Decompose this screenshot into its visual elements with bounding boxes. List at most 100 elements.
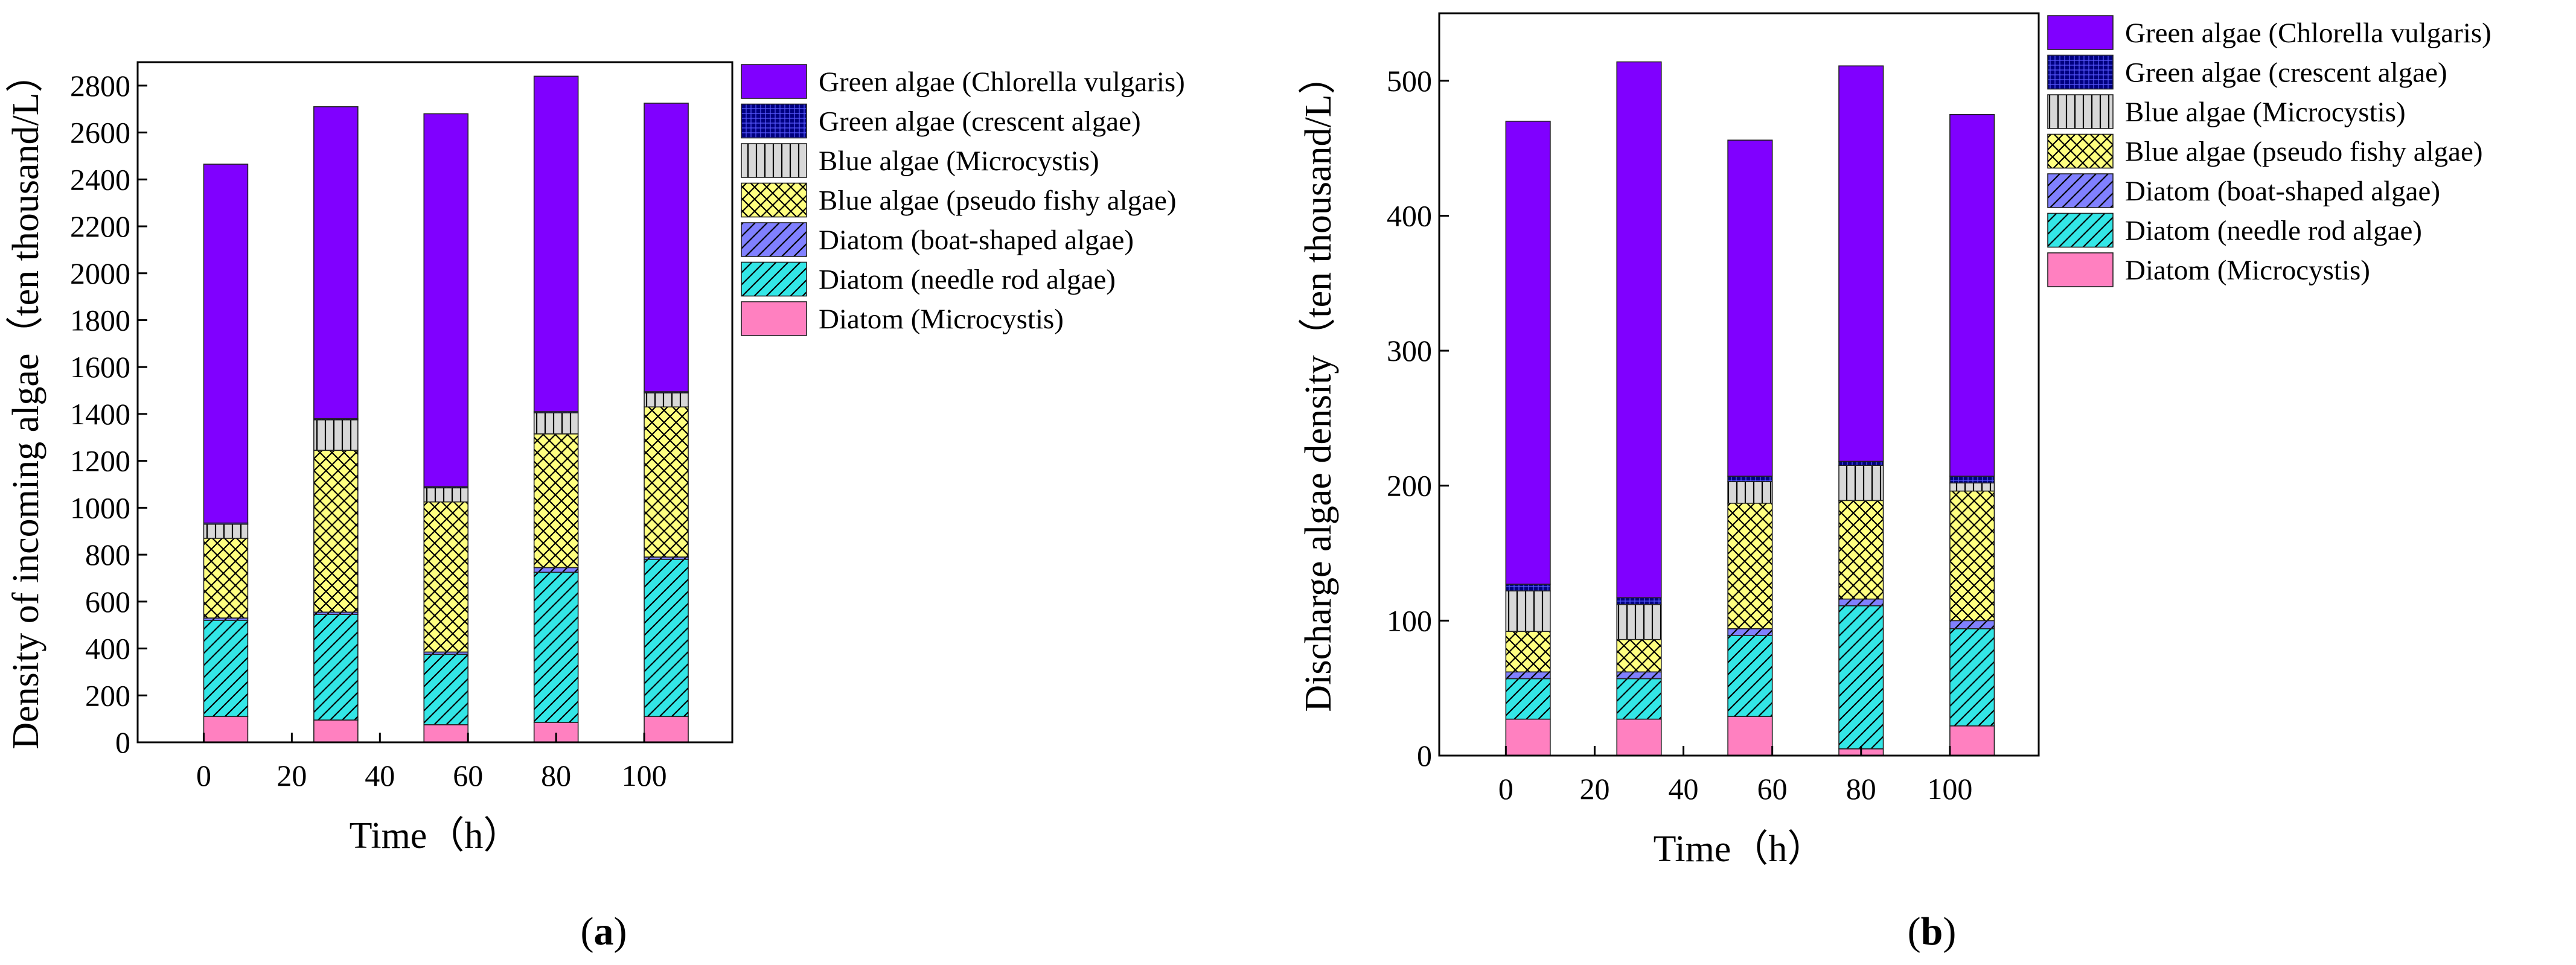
bar-segment-1-2-3: [1727, 502, 1773, 629]
legend-swatch: [741, 182, 807, 218]
bar-segment-1-3-3: [1838, 500, 1884, 600]
legend-swatch: [2047, 15, 2114, 50]
bar-segment-0-0-1: [203, 620, 249, 718]
bar-segment-0-4-0: [644, 716, 689, 743]
bar-segment-1-4-1: [1949, 628, 1995, 727]
legend-label: Diatom (needle rod algae): [2125, 215, 2422, 247]
legend-swatch: [2047, 94, 2114, 129]
bar-segment-1-2-4: [1727, 481, 1773, 504]
bar-segment-1-4-2: [1949, 620, 1995, 629]
x-tick-label: 20: [1579, 772, 1609, 806]
bar-segment-0-4-6: [644, 103, 689, 392]
y-tick-label: 400: [1387, 199, 1432, 232]
y-tick-label: 2200: [70, 209, 130, 243]
legend: Green algae (Chlorella vulgaris) Green al…: [2047, 15, 2491, 287]
legend-label: Green algae (Chlorella vulgaris): [2125, 18, 2491, 49]
y-tick-label: 0: [1417, 739, 1432, 772]
x-tick-label: 0: [196, 759, 211, 792]
legend-swatch: [2047, 54, 2114, 90]
y-tick-label: 2800: [70, 69, 130, 103]
legend-label: Green algae (crescent algae): [2125, 57, 2447, 89]
bar-segment-1-0-3: [1505, 631, 1551, 673]
panel-label: (b): [1908, 909, 1957, 954]
legend-label: Green algae (crescent algae): [819, 106, 1141, 138]
bar-segment-1-3-1: [1838, 605, 1884, 750]
y-tick-label: 400: [85, 632, 130, 666]
x-tick-label: 80: [541, 759, 571, 792]
bar-segment-0-1-4: [313, 419, 359, 451]
legend-label: Blue algae (pseudo fishy algae): [2125, 136, 2483, 168]
chart-a: 0200400600800100012001400160018002000220…: [5, 55, 1185, 954]
y-tick-label: 500: [1387, 64, 1432, 98]
bar-segment-1-0-6: [1505, 121, 1551, 585]
bar-segment-1-0-2: [1505, 671, 1551, 680]
y-tick-label: 1600: [70, 350, 130, 384]
bar-segment-0-0-3: [203, 538, 249, 619]
bar-segment-0-3-6: [533, 75, 579, 412]
x-tick-label: 20: [276, 759, 307, 792]
bar-segment-1-4-4: [1949, 482, 1995, 492]
bar-segment-0-4-4: [644, 392, 689, 408]
x-tick-label: 60: [1757, 772, 1788, 806]
bar-segment-1-3-4: [1838, 465, 1884, 502]
bar-segment-1-3-5: [1838, 460, 1884, 466]
bar-segment-1-0-0: [1505, 718, 1551, 756]
bar-segment-0-0-4: [203, 523, 249, 539]
bar-segment-1-0-4: [1505, 590, 1551, 632]
bar-segment-0-2-3: [423, 501, 469, 653]
bar-segment-1-4-5: [1949, 476, 1995, 484]
bar-segment-0-3-1: [533, 572, 579, 723]
legend-swatch: [741, 143, 807, 178]
bar-segment-0-3-2: [533, 567, 579, 573]
bar-segment-0-3-4: [533, 412, 579, 435]
bar-segment-0-2-1: [423, 654, 469, 725]
y-tick-label: 1200: [70, 444, 130, 478]
legend-swatch: [741, 64, 807, 99]
y-tick-label: 600: [85, 585, 130, 619]
legend-label: Diatom (Microcystis): [2125, 255, 2370, 286]
bar-segment-1-1-0: [1616, 718, 1662, 756]
y-axis-title: Density of incoming algae（ten thousand/L…: [5, 55, 46, 749]
y-tick-label: 1400: [70, 397, 130, 431]
bar-segment-0-4-3: [644, 406, 689, 558]
y-tick-label: 0: [115, 725, 130, 759]
y-tick-label: 200: [85, 678, 130, 712]
x-axis-title: Time（h）: [1654, 829, 1825, 870]
bar-segment-0-1-1: [313, 614, 359, 721]
x-tick-label: 100: [1927, 772, 1972, 806]
legend-swatch: [741, 103, 807, 139]
x-tick-label: 80: [1846, 772, 1876, 806]
y-tick-label: 100: [1387, 604, 1432, 637]
panel-label: (a): [581, 909, 627, 954]
legend-swatch: [2047, 252, 2114, 287]
y-axis-title: Discharge algae density（ten thousand/L）: [1298, 57, 1339, 712]
y-tick-label: 2400: [70, 162, 130, 196]
legend-swatch: [741, 301, 807, 336]
y-tick-label: 2600: [70, 116, 130, 150]
bar-segment-1-1-1: [1616, 678, 1662, 720]
x-tick-label: 60: [453, 759, 483, 792]
bar-segment-0-0-6: [203, 164, 249, 524]
legend-label: Blue algae (Microcystis): [2125, 97, 2406, 128]
bar-segment-1-4-6: [1949, 113, 1995, 477]
legend-label: Diatom (boat-shaped algae): [819, 225, 1134, 256]
bar-segment-0-1-0: [313, 719, 359, 743]
bar-segment-0-3-3: [533, 433, 579, 568]
y-tick-label: 300: [1387, 334, 1432, 368]
x-axis-title: Time（h）: [350, 815, 521, 856]
bar-segment-1-1-2: [1616, 671, 1662, 680]
y-tick-label: 200: [1387, 469, 1432, 503]
bar-segment-0-2-0: [423, 724, 469, 743]
bar-segment-0-2-4: [423, 487, 469, 503]
plot-frame: [136, 61, 733, 744]
chart-b: 0 100 200 300 400 500 0 20 40 60 80 100 Time（h） Disch…: [1298, 12, 2491, 954]
y-tick-label: 1800: [70, 303, 130, 337]
bar-segment-1-3-6: [1838, 65, 1884, 462]
bar-segment-0-0-0: [203, 716, 249, 743]
legend-label: Blue algae (Microcystis): [819, 145, 1099, 177]
legend: Green algae (Chlorella vulgaris) Green al…: [741, 64, 1185, 336]
bar-segment-1-1-3: [1616, 639, 1662, 673]
x-tick-label: 100: [622, 759, 667, 792]
bar-segment-1-2-5: [1727, 476, 1773, 482]
legend-swatch: [741, 261, 807, 297]
